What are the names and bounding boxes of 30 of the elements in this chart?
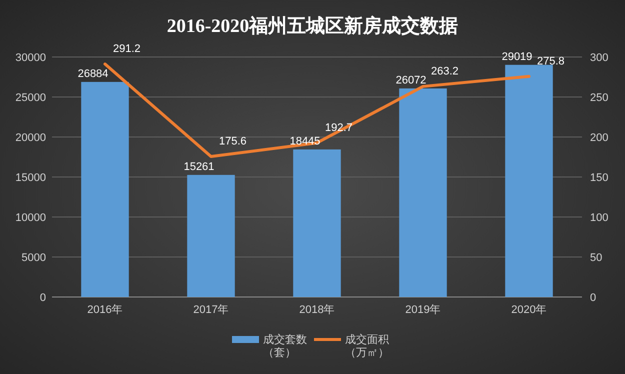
y2-tick-label: 100: [590, 212, 608, 224]
data-label: 175.6: [219, 136, 247, 148]
x-tick-label: 2020年: [511, 304, 547, 316]
legend-label: 成交面积（万㎡）: [345, 333, 389, 360]
y2-tick-label: 200: [590, 132, 608, 144]
y2-tick-label: 50: [590, 252, 602, 264]
y2-tick-label: 150: [590, 172, 608, 184]
data-label: 26072: [396, 74, 426, 86]
y2-tick-label: 300: [590, 52, 608, 64]
y-tick-label: 25000: [15, 92, 46, 104]
x-tick-label: 2017年: [193, 304, 229, 316]
data-label: 291.2: [113, 43, 141, 56]
y-tick-label: 10000: [15, 212, 46, 224]
data-label: 15261: [184, 160, 214, 173]
x-tick-label: 2016年: [87, 304, 123, 316]
data-label: 26884: [78, 68, 108, 80]
chart-title: 2016-2020福州五城区新房成交数据: [166, 15, 458, 37]
data-label: 263.2: [431, 65, 459, 78]
x-tick-label: 2019年: [405, 304, 441, 316]
y-tick-label: 20000: [15, 132, 46, 144]
data-label: 275.8: [537, 55, 565, 68]
y-tick-label: 0: [40, 292, 46, 304]
x-tick-label: 2018年: [299, 304, 335, 316]
legend-label: 成交套数（套）: [263, 333, 307, 360]
y-tick-label: 30000: [15, 52, 46, 64]
y2-tick-label: 250: [590, 92, 608, 104]
y-tick-label: 5000: [22, 252, 46, 264]
y2-tick-label: 0: [590, 292, 596, 304]
y-tick-label: 15000: [15, 172, 46, 184]
data-label: 29019: [502, 50, 532, 63]
